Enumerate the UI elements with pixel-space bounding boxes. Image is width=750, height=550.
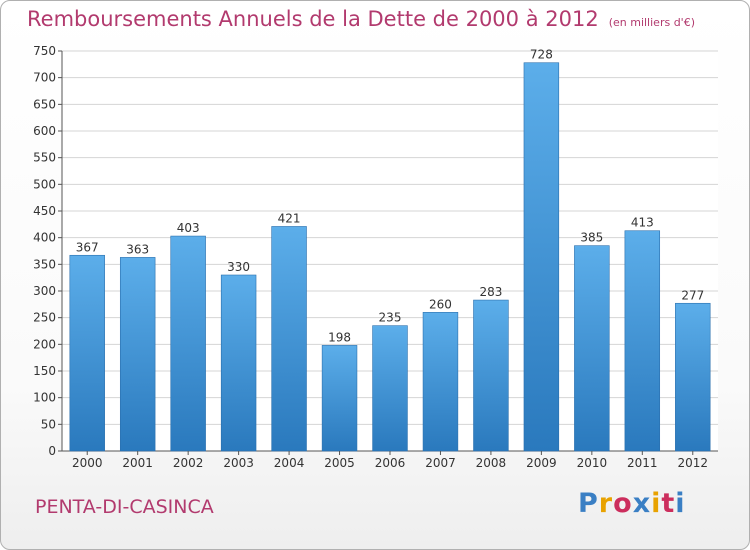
commune-name: PENTA-DI-CASINCA	[35, 496, 214, 518]
x-tick-label: 2000	[72, 456, 103, 470]
bar	[574, 245, 610, 452]
bar	[170, 235, 206, 452]
x-tick-label: 2005	[324, 456, 355, 470]
x-tick-label: 2003	[223, 456, 254, 470]
data-label: 367	[76, 240, 99, 254]
y-tick-label: 700	[33, 71, 56, 85]
x-tick-label: 2010	[577, 456, 608, 470]
data-label: 403	[177, 221, 200, 235]
bar	[271, 226, 307, 452]
data-label: 363	[126, 242, 149, 256]
data-label: 413	[631, 216, 654, 230]
y-tick-label: 300	[33, 284, 56, 298]
bar	[624, 230, 661, 452]
bar	[523, 62, 560, 452]
x-tick-label: 2001	[122, 456, 153, 470]
logo-letter: o	[613, 488, 633, 519]
y-tick-label: 350	[33, 257, 56, 271]
bar	[372, 325, 408, 452]
data-label: 385	[580, 231, 603, 245]
y-tick-label: 450	[33, 204, 56, 218]
x-tick-label: 2006	[375, 456, 406, 470]
y-tick-label: 100	[33, 391, 56, 405]
logo-letter: t	[661, 488, 676, 519]
y-tick-label: 250	[33, 311, 56, 325]
chart-title: Remboursements Annuels de la Dette de 20…	[27, 7, 695, 31]
x-tick-label: 2007	[425, 456, 456, 470]
logo-letter: i	[651, 488, 662, 519]
data-label: 728	[530, 48, 553, 62]
bar	[473, 299, 509, 452]
x-tick-label: 2011	[627, 456, 658, 470]
data-label: 277	[681, 288, 704, 302]
y-tick-label: 0	[48, 444, 56, 458]
data-label: 235	[379, 311, 402, 325]
y-tick-label: 200	[33, 337, 56, 351]
x-tick-label: 2004	[274, 456, 305, 470]
data-label: 260	[429, 297, 452, 311]
bar-chart: 0 50 100 150 200 250 300 350 400 450 500 550 600 650 7…	[33, 44, 718, 470]
logo-letter: P	[578, 488, 599, 519]
bar	[220, 274, 257, 452]
logo-letter: r	[598, 488, 614, 519]
y-tick-label: 400	[33, 231, 56, 245]
bar	[69, 254, 105, 452]
x-tick-label: 2008	[476, 456, 507, 470]
bar	[675, 302, 711, 452]
logo-letter: x	[632, 488, 652, 519]
y-tick-label: 750	[33, 44, 56, 58]
y-tick-label: 50	[41, 417, 56, 431]
chart-subtitle: (en milliers d'€)	[608, 16, 695, 29]
y-tick-label: 650	[33, 97, 56, 111]
y-tick-label: 550	[33, 151, 56, 165]
data-label: 198	[328, 330, 351, 344]
data-label: 421	[278, 211, 301, 225]
y-tick-label: 600	[33, 124, 56, 138]
y-tick-label: 500	[33, 177, 56, 191]
bar	[422, 312, 459, 452]
y-tick-label: 150	[33, 364, 56, 378]
logo-letter: i	[675, 488, 686, 519]
bar	[119, 257, 156, 452]
x-tick-label: 2002	[173, 456, 204, 470]
x-tick-label: 2009	[526, 456, 557, 470]
data-label: 330	[227, 260, 250, 274]
chart-title-text: Remboursements Annuels de la Dette de 20…	[27, 7, 599, 31]
bar	[321, 345, 358, 452]
x-tick-label: 2012	[677, 456, 708, 470]
data-label: 283	[479, 285, 502, 299]
proxiti-logo: Proxiti	[578, 488, 686, 519]
